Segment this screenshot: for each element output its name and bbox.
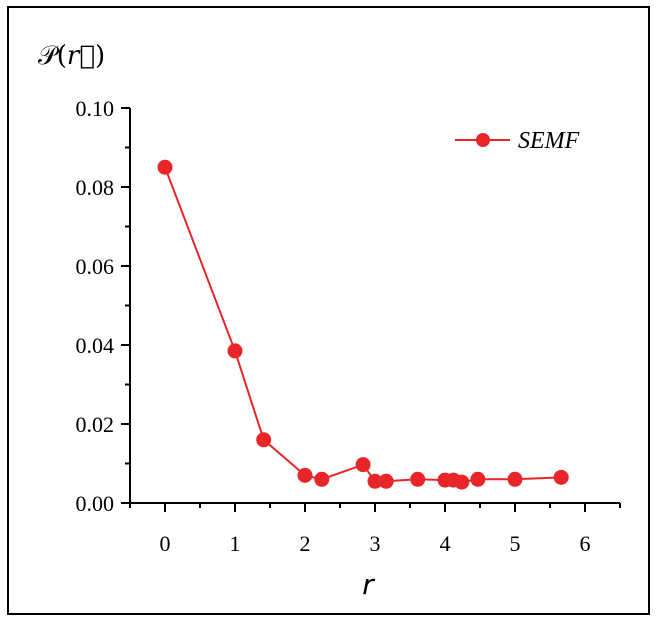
x-tick-label: 0 xyxy=(160,531,171,556)
legend: SEMF xyxy=(455,128,580,154)
chart-frame xyxy=(7,6,650,615)
x-tick-label: 2 xyxy=(300,531,311,556)
y-axis-title: 𝒫(r⃗) xyxy=(38,41,105,71)
y-axis-title-base: 𝒫 xyxy=(38,41,60,71)
series-semf xyxy=(157,159,569,490)
y-tick-labels: 0.00 0.02 0.04 0.06 0.08 0.10 xyxy=(76,96,115,516)
x-tick-labels: 0 1 2 3 4 5 6 xyxy=(160,531,591,556)
x-tick-label: 1 xyxy=(230,531,241,556)
svg-text:𝒫(r⃗): 𝒫(r⃗) xyxy=(38,41,105,71)
x-axis-label: r xyxy=(362,568,375,601)
data-point xyxy=(256,432,272,448)
y-tick-label: 0.08 xyxy=(76,175,115,200)
y-tick-label: 0.04 xyxy=(76,333,115,358)
x-tick-label: 3 xyxy=(370,531,381,556)
data-point xyxy=(227,343,243,359)
x-tick-label: 5 xyxy=(510,531,521,556)
y-axis-title-open-paren: ( xyxy=(57,41,67,71)
data-point xyxy=(355,457,371,473)
series-line xyxy=(164,166,562,484)
legend-label: SEMF xyxy=(518,128,580,154)
y-axis-title-arg: r⃗ xyxy=(67,41,95,71)
data-point xyxy=(553,469,569,485)
axes xyxy=(121,107,621,512)
data-point xyxy=(297,467,313,483)
y-tick-label: 0.00 xyxy=(76,491,115,516)
data-point xyxy=(410,471,426,487)
data-point xyxy=(470,471,486,487)
y-tick-label: 0.06 xyxy=(76,254,115,279)
y-tick-label: 0.02 xyxy=(76,412,115,437)
y-axis-title-close-paren: ) xyxy=(95,41,105,71)
data-point xyxy=(314,471,330,487)
data-point xyxy=(378,473,394,489)
data-point xyxy=(367,473,383,489)
y-tick-label: 0.10 xyxy=(76,96,115,121)
x-tick-label: 6 xyxy=(580,531,591,556)
x-tick-label: 4 xyxy=(440,531,451,556)
legend-marker xyxy=(476,133,490,147)
data-point xyxy=(157,159,173,175)
data-point xyxy=(454,474,470,490)
data-point xyxy=(507,471,523,487)
